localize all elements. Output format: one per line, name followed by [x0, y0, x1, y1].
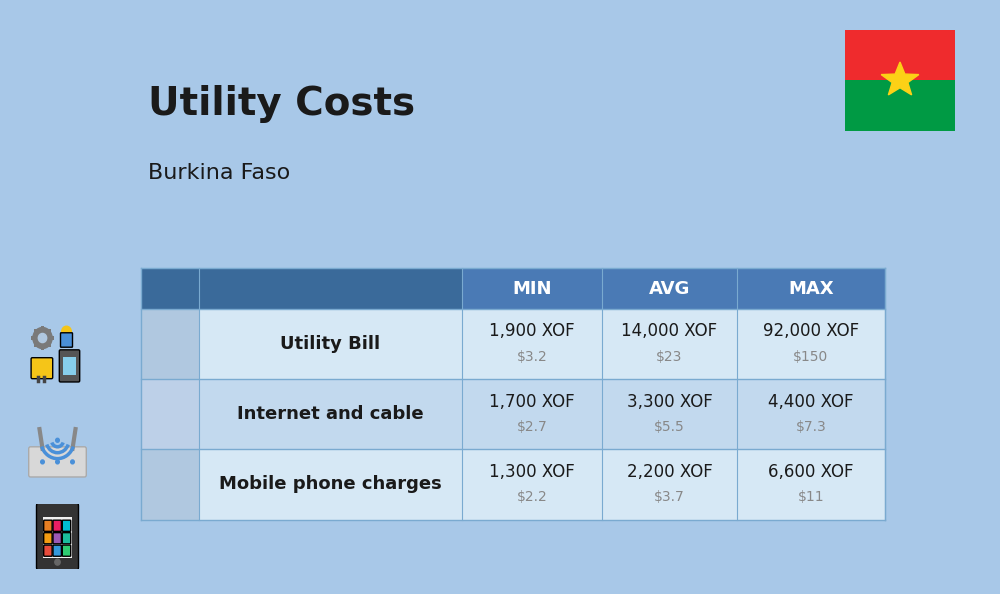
Circle shape — [55, 559, 60, 565]
Circle shape — [38, 333, 47, 343]
Text: $2.7: $2.7 — [516, 420, 547, 434]
Text: Burkina Faso: Burkina Faso — [148, 163, 290, 183]
Text: Mobile phone charges: Mobile phone charges — [219, 475, 442, 494]
Text: 1,900 XOF: 1,900 XOF — [489, 323, 575, 340]
FancyBboxPatch shape — [53, 533, 61, 544]
Bar — [41, 346, 44, 350]
Circle shape — [56, 460, 59, 464]
Text: $3.2: $3.2 — [516, 350, 547, 364]
FancyBboxPatch shape — [29, 447, 86, 477]
Bar — [41, 326, 44, 330]
Text: $11: $11 — [798, 490, 824, 504]
FancyBboxPatch shape — [44, 520, 52, 532]
FancyBboxPatch shape — [53, 545, 61, 556]
Bar — [43, 517, 72, 558]
Text: MIN: MIN — [512, 280, 552, 298]
Bar — [47, 343, 51, 347]
FancyBboxPatch shape — [140, 379, 199, 450]
Text: Utility Costs: Utility Costs — [148, 85, 415, 123]
Text: 2,200 XOF: 2,200 XOF — [627, 463, 712, 481]
Text: 6,600 XOF: 6,600 XOF — [768, 463, 854, 481]
FancyBboxPatch shape — [140, 268, 885, 309]
FancyBboxPatch shape — [140, 450, 199, 520]
Text: $150: $150 — [793, 350, 828, 364]
Text: MAX: MAX — [788, 280, 834, 298]
Polygon shape — [881, 62, 919, 95]
Text: $3.7: $3.7 — [654, 490, 685, 504]
Circle shape — [71, 460, 74, 464]
Bar — [31, 336, 35, 340]
Circle shape — [33, 327, 52, 349]
Bar — [34, 343, 38, 347]
FancyBboxPatch shape — [53, 520, 61, 532]
Text: Utility Bill: Utility Bill — [280, 335, 380, 353]
FancyBboxPatch shape — [62, 533, 71, 544]
Bar — [50, 336, 54, 340]
Circle shape — [56, 438, 59, 442]
Bar — [34, 328, 38, 333]
Text: $2.2: $2.2 — [516, 490, 547, 504]
Text: 1,300 XOF: 1,300 XOF — [489, 463, 575, 481]
Bar — [845, 80, 955, 131]
FancyBboxPatch shape — [44, 533, 52, 544]
Bar — [63, 357, 76, 375]
Text: 1,700 XOF: 1,700 XOF — [489, 393, 575, 410]
Text: $5.5: $5.5 — [654, 420, 685, 434]
Bar — [845, 30, 955, 80]
Text: 4,400 XOF: 4,400 XOF — [768, 393, 854, 410]
FancyBboxPatch shape — [60, 333, 72, 347]
FancyBboxPatch shape — [140, 379, 885, 450]
FancyBboxPatch shape — [44, 545, 52, 556]
FancyBboxPatch shape — [140, 450, 885, 520]
Bar — [47, 328, 51, 333]
FancyBboxPatch shape — [62, 545, 71, 556]
Text: 14,000 XOF: 14,000 XOF — [621, 323, 718, 340]
Circle shape — [41, 460, 44, 464]
Text: $23: $23 — [656, 350, 683, 364]
FancyBboxPatch shape — [36, 503, 78, 571]
FancyBboxPatch shape — [31, 358, 53, 379]
FancyBboxPatch shape — [62, 520, 71, 532]
Text: $7.3: $7.3 — [796, 420, 826, 434]
FancyBboxPatch shape — [59, 350, 80, 382]
Circle shape — [62, 326, 71, 337]
Text: Internet and cable: Internet and cable — [237, 405, 424, 424]
Text: 92,000 XOF: 92,000 XOF — [763, 323, 859, 340]
FancyBboxPatch shape — [140, 268, 462, 309]
Text: 3,300 XOF: 3,300 XOF — [627, 393, 712, 410]
Text: AVG: AVG — [649, 280, 690, 298]
FancyBboxPatch shape — [140, 309, 885, 379]
FancyBboxPatch shape — [140, 309, 199, 379]
